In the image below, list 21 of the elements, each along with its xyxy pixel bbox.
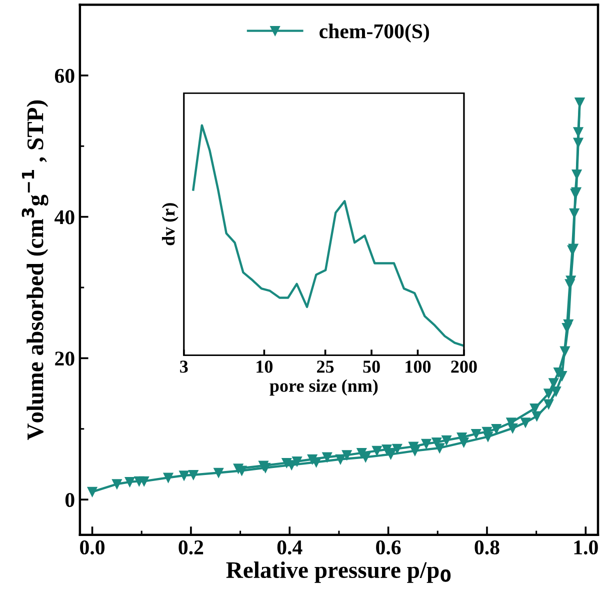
y-axis-title: dv (r) — [162, 203, 178, 246]
y-tick-label: 20 — [55, 352, 74, 366]
x-tick-label: 50 — [363, 360, 380, 373]
x-tick-label: 0.0 — [80, 540, 104, 555]
y-tick-label: 0 — [65, 492, 74, 508]
x-tick-label: 1.0 — [574, 540, 598, 555]
x-axis-title: pore size (nm) — [270, 379, 378, 396]
x-tick-label: 25 — [317, 360, 334, 373]
y-tick-label: 40 — [54, 210, 74, 224]
y-axis-title: Volume absorbed (cm$^{3}$g$^{−1}$ , STP) — [22, 100, 48, 440]
x-tick-label: 0.2 — [178, 540, 204, 555]
x-tick-label: 3 — [180, 360, 188, 373]
x-tick-label: 0.4 — [277, 540, 302, 555]
legend-label: chem-700(S) — [320, 24, 430, 43]
x-tick-label: 0.8 — [474, 540, 500, 555]
x-tick-label: 10 — [256, 360, 273, 373]
x-tick-label: 100 — [406, 360, 431, 373]
y-tick-label: 60 — [54, 68, 74, 83]
x-axis-title: Relative pressure p/p$_{0}$ — [226, 561, 451, 583]
x-tick-label: 200 — [451, 360, 477, 373]
x-tick-label: 0.6 — [376, 540, 401, 555]
